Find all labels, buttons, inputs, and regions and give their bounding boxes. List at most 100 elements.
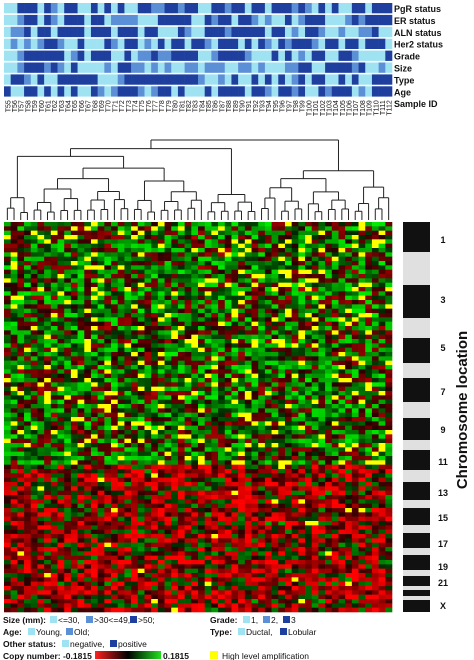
heatmap-cell xyxy=(70,274,78,279)
heatmap-cell xyxy=(70,386,78,392)
heatmap-cell xyxy=(50,265,58,270)
heatmap-cell xyxy=(371,373,379,379)
heatmap-cell xyxy=(111,412,119,418)
heatmap-cell xyxy=(104,534,112,539)
heatmap-cell xyxy=(204,464,212,470)
heatmap-cell xyxy=(291,430,299,435)
heatmap-cell xyxy=(84,399,92,405)
heatmap-cell xyxy=(57,287,65,292)
heatmap-cell xyxy=(338,404,346,409)
heatmap-cell xyxy=(198,226,205,231)
heatmap-cell xyxy=(117,287,125,292)
heatmap-cell xyxy=(90,269,98,275)
heatmap-cell xyxy=(211,239,219,244)
heatmap-cell xyxy=(137,482,145,487)
heatmap-cell xyxy=(331,248,339,253)
heatmap-cell xyxy=(184,269,192,275)
heatmap-cell xyxy=(318,365,326,370)
heatmap-cell xyxy=(251,495,259,500)
heatmap-cell xyxy=(4,464,11,470)
heatmap-cell xyxy=(191,339,199,344)
heatmap-cell xyxy=(345,495,353,500)
heatmap-cell xyxy=(284,248,292,253)
heatmap-cell xyxy=(144,516,152,522)
heatmap-cell xyxy=(44,534,52,539)
heatmap-cell xyxy=(77,473,85,478)
heatmap-cell xyxy=(37,300,45,305)
heatmap-cell xyxy=(224,443,232,448)
heatmap-cell xyxy=(30,226,38,231)
heatmap-cell xyxy=(311,460,319,465)
heatmap-cell xyxy=(231,395,239,400)
heatmap-cell xyxy=(164,265,172,270)
heatmap-cell xyxy=(117,404,125,409)
track-cell xyxy=(157,74,165,85)
heatmap-cell xyxy=(44,278,52,283)
heatmap-cell xyxy=(137,243,145,249)
heatmap-cell xyxy=(97,243,105,249)
heatmap-cell xyxy=(371,300,379,305)
heatmap-cell xyxy=(338,521,346,526)
heatmap-cell xyxy=(104,295,112,301)
heatmap-cell xyxy=(224,265,232,270)
heatmap-cell xyxy=(331,278,339,283)
heatmap-cell xyxy=(244,473,252,478)
heatmap-cell xyxy=(24,521,32,526)
heatmap-cell xyxy=(204,356,212,361)
track-cell xyxy=(37,3,45,14)
heatmap-cell xyxy=(137,486,145,491)
heatmap-cell xyxy=(171,317,179,322)
heatmap-cell xyxy=(264,226,272,231)
heatmap-cell xyxy=(371,417,379,422)
heatmap-cell xyxy=(278,352,286,357)
heatmap-cell xyxy=(57,330,65,335)
heatmap-cell xyxy=(365,473,373,478)
heatmap-cell xyxy=(10,248,18,253)
heatmap-cell xyxy=(151,265,159,270)
heatmap-cell xyxy=(70,508,78,513)
heatmap-cell xyxy=(238,525,246,530)
heatmap-cell xyxy=(30,282,38,288)
sample-id: T66 xyxy=(79,100,86,112)
heatmap-cell xyxy=(171,443,179,448)
heatmap-cell xyxy=(298,430,306,435)
heatmap-cell xyxy=(351,330,359,335)
heatmap-cell xyxy=(10,469,18,474)
heatmap-cell xyxy=(198,313,205,318)
heatmap-cell xyxy=(244,373,252,379)
heatmap-cell xyxy=(291,386,299,392)
heatmap-cell xyxy=(104,482,112,487)
heatmap-cell xyxy=(338,438,346,444)
heatmap-cell xyxy=(90,278,98,283)
heatmap-cell xyxy=(184,382,192,387)
heatmap-cell xyxy=(10,269,18,275)
heatmap-cell xyxy=(305,334,313,340)
heatmap-cell xyxy=(171,243,179,249)
heatmap-cell xyxy=(191,373,199,379)
track-cell xyxy=(211,38,219,49)
track-cell xyxy=(17,86,25,97)
heatmap-cell xyxy=(104,404,112,409)
heatmap-cell xyxy=(224,499,232,504)
heatmap-cell xyxy=(70,278,78,283)
heatmap-cell xyxy=(284,534,292,539)
heatmap-cell xyxy=(244,334,252,340)
heatmap-cell xyxy=(97,269,105,275)
heatmap-cell xyxy=(184,443,192,448)
heatmap-cell xyxy=(164,443,172,448)
track-cell xyxy=(70,74,78,85)
heatmap-cell xyxy=(84,256,92,262)
heatmap-cell xyxy=(278,464,286,470)
heatmap-cell xyxy=(111,525,119,530)
heatmap-cell xyxy=(90,391,98,396)
sample-id: T106 xyxy=(347,100,354,116)
heatmap-cell xyxy=(24,495,32,500)
heatmap-cell xyxy=(284,256,292,262)
heatmap-cell xyxy=(358,230,366,236)
heatmap-cell xyxy=(104,430,112,435)
heatmap-cell xyxy=(144,421,152,426)
heatmap-cell xyxy=(358,477,366,483)
heatmap-cell xyxy=(258,521,266,526)
heatmap-cell xyxy=(251,235,259,240)
heatmap-cell xyxy=(117,330,125,335)
